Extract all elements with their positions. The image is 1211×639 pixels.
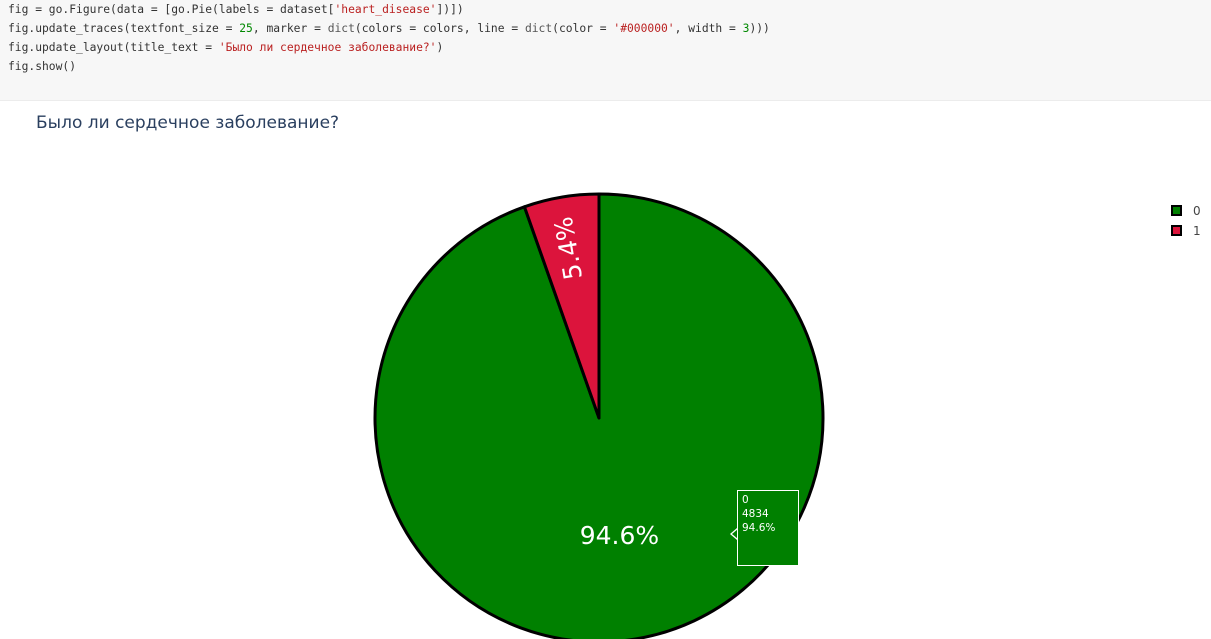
pie-slice-1[interactable] bbox=[522, 192, 601, 420]
pie-chart: 94.6%5.4% bbox=[373, 192, 825, 639]
hover-tooltip: 0 4834 94.6% bbox=[737, 490, 799, 566]
code-cell[interactable]: fig = go.Figure(data = [go.Pie(labels = … bbox=[0, 0, 1211, 101]
code-token: 'heart_disease' bbox=[334, 3, 437, 16]
code-line: fig.update_traces(textfont_size = 25, ma… bbox=[8, 22, 770, 35]
code-line: fig = go.Figure(data = [go.Pie(labels = … bbox=[8, 3, 464, 16]
legend-swatch bbox=[1171, 205, 1182, 216]
code-token: dict bbox=[327, 22, 355, 35]
code-token: , marker = bbox=[252, 22, 328, 35]
chart-title: Было ли сердечное заболевание? bbox=[36, 113, 340, 133]
legend-label: 0 bbox=[1193, 204, 1201, 218]
code-token: fig = go.Figure(data = [go.Pie(labels = … bbox=[8, 3, 335, 16]
code-token: dict bbox=[524, 22, 553, 35]
legend-swatch bbox=[1171, 225, 1182, 236]
code-token: , width = bbox=[674, 22, 743, 35]
legend-label: 1 bbox=[1193, 224, 1201, 238]
legend-item-0[interactable]: 0 bbox=[1171, 204, 1211, 219]
code-token: 'Было ли сердечное заболевание?' bbox=[218, 41, 437, 54]
code-token: fig.update_layout(title_text = bbox=[8, 41, 219, 54]
output-area: 94.6% 5.4% Было ли сердечное заболевание?… bbox=[0, 101, 1211, 639]
code-line: fig.update_layout(title_text = 'Было ли … bbox=[8, 41, 443, 54]
code-line: fig.show() bbox=[8, 60, 76, 73]
code-token: '#000000' bbox=[613, 22, 675, 35]
hover-tooltip-pointer-fill bbox=[732, 529, 738, 539]
code-token: ])]) bbox=[436, 3, 464, 16]
code-token: fig.update_traces(textfont_size = bbox=[8, 22, 240, 35]
pie-percent-label: 94.6% bbox=[580, 521, 659, 550]
legend-item-1[interactable]: 1 bbox=[1171, 224, 1211, 239]
code-token: ))) bbox=[749, 22, 770, 35]
hover-label: 0 bbox=[742, 494, 749, 506]
code-token: 3 bbox=[742, 22, 750, 35]
hover-percent: 94.6% bbox=[742, 522, 776, 534]
hover-value: 4834 bbox=[742, 508, 769, 520]
code-token: 25 bbox=[239, 22, 253, 35]
code-token: fig.show() bbox=[8, 60, 77, 73]
code-token: (colors = colors, line = bbox=[354, 22, 525, 35]
code-token: (color = bbox=[552, 22, 614, 35]
code-token: ) bbox=[436, 41, 444, 54]
